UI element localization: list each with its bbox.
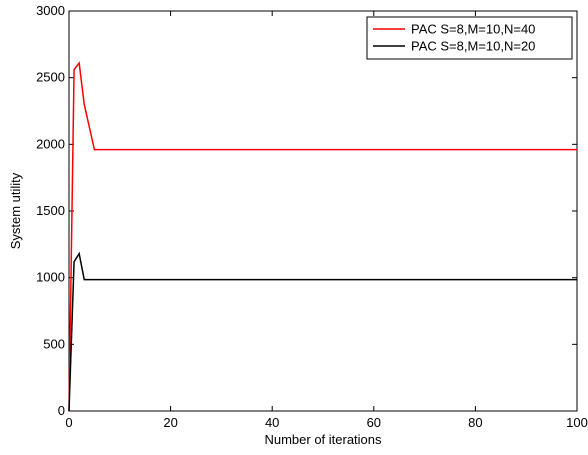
legend: PAC S=8,M=10,N=40 PAC S=8,M=10,N=20 [366,16,573,60]
y-tick-label: 1500 [36,203,65,218]
y-axis-ticks: 0 500 1000 1500 2000 2500 3000 [36,3,577,418]
y-tick-label: 2000 [36,136,65,151]
y-tick-label: 3000 [36,3,65,18]
legend-label-2: PAC S=8,M=10,N=20 [411,39,535,54]
legend-box [366,16,573,60]
x-tick-label: 0 [65,415,72,430]
y-tick-label: 500 [43,336,65,351]
x-tick-label: 100 [566,415,588,430]
y-axis-label: System utility [8,172,23,249]
series-layer [68,61,577,412]
x-tick-label: 40 [265,415,279,430]
y-tick-label: 1000 [36,270,65,285]
y-tick-label: 0 [58,403,65,418]
x-tick-label: 20 [163,415,177,430]
x-axis-ticks: 0 20 40 60 80 100 [65,11,588,430]
x-tick-label: 60 [367,415,381,430]
legend-label-1: PAC S=8,M=10,N=40 [411,22,535,37]
series-line-2 [68,251,577,412]
x-axis-label: Number of iterations [264,432,382,447]
x-tick-label: 80 [468,415,482,430]
series-line-1 [68,61,577,412]
y-tick-label: 2500 [36,70,65,85]
